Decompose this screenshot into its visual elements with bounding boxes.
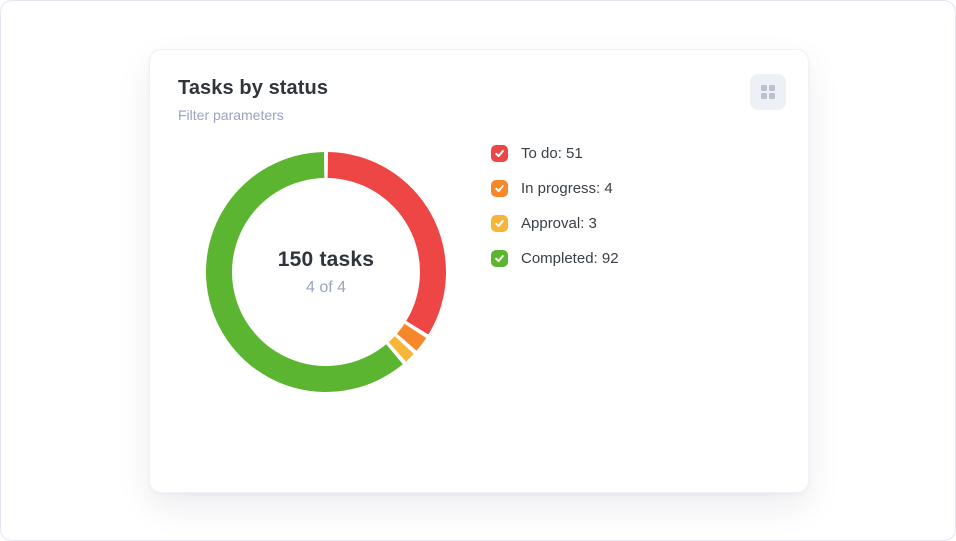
donut-segment-in-progress[interactable] [396,323,427,351]
checkbox-checked-icon[interactable] [491,215,508,232]
legend-label: Completed: 92 [521,250,619,267]
donut-segment-completed[interactable] [205,152,403,393]
legend-item-approval[interactable]: Approval: 3 [491,215,619,232]
checkbox-checked-icon[interactable] [491,145,508,162]
tasks-by-status-card: Tasks by status Filter parameters 150 ta… [149,49,809,493]
checkbox-checked-icon[interactable] [491,250,508,267]
donut-segment-to-do[interactable] [327,152,447,335]
legend: To do: 51 In progress: 4 Approval: 3 Comple… [491,145,619,285]
legend-item-completed[interactable]: Completed: 92 [491,250,619,267]
donut-chart: 150 tasks 4 of 4 [201,147,451,397]
legend-item-to-do[interactable]: To do: 51 [491,145,619,162]
legend-item-in-progress[interactable]: In progress: 4 [491,180,619,197]
card-title: Tasks by status [178,77,329,99]
checkbox-checked-icon[interactable] [491,180,508,197]
grid-icon [761,85,775,99]
legend-label: In progress: 4 [521,180,613,197]
legend-label: To do: 51 [521,145,583,162]
legend-label: Approval: 3 [521,215,597,232]
donut-segment-approval[interactable] [388,336,414,362]
filter-parameters-link[interactable]: Filter parameters [178,107,284,123]
widget-drag-handle-button[interactable] [750,74,786,110]
donut-chart-svg [205,152,447,393]
